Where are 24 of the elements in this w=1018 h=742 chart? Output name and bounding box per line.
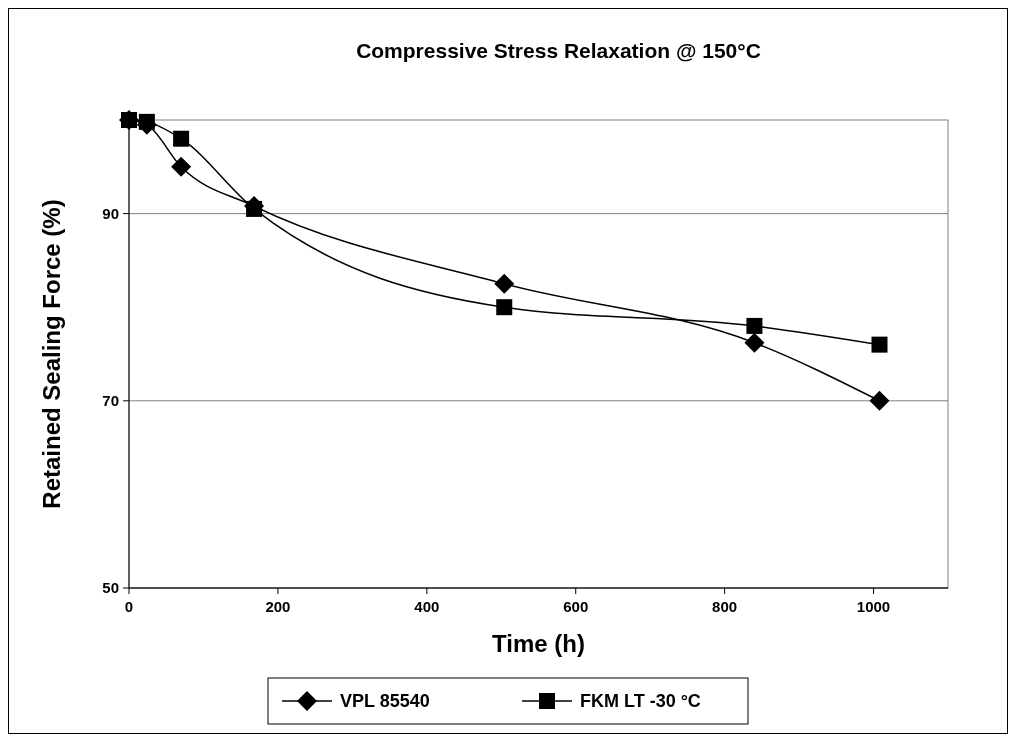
y-tick-label: 90 <box>102 204 119 222</box>
chart-title: Compressive Stress Relaxation @ 150°C <box>356 39 761 62</box>
point <box>173 130 190 147</box>
x-tick-label: 0 <box>124 598 134 615</box>
x-axis-title: Time (h) <box>492 630 585 657</box>
point <box>869 390 890 411</box>
legend-label: VPL 85540 <box>340 691 430 711</box>
x-tick-label: 400 <box>414 598 440 615</box>
point <box>121 112 137 128</box>
point <box>171 156 192 177</box>
point <box>871 336 888 353</box>
x-tick-label: 200 <box>265 598 291 615</box>
y-axis-title: Retained Sealing Force (%) <box>38 199 65 509</box>
legend-label: FKM LT -30 °C <box>580 691 701 711</box>
point <box>138 113 155 130</box>
point <box>746 317 763 334</box>
point <box>496 299 513 316</box>
x-tick-label: 600 <box>563 598 589 615</box>
point <box>744 332 765 353</box>
x-tick-label: 1000 <box>856 598 891 615</box>
y-tick-label: 50 <box>102 579 119 596</box>
y-tick-label: 70 <box>102 391 119 409</box>
x-tick-label: 800 <box>712 598 738 615</box>
point <box>494 273 515 294</box>
